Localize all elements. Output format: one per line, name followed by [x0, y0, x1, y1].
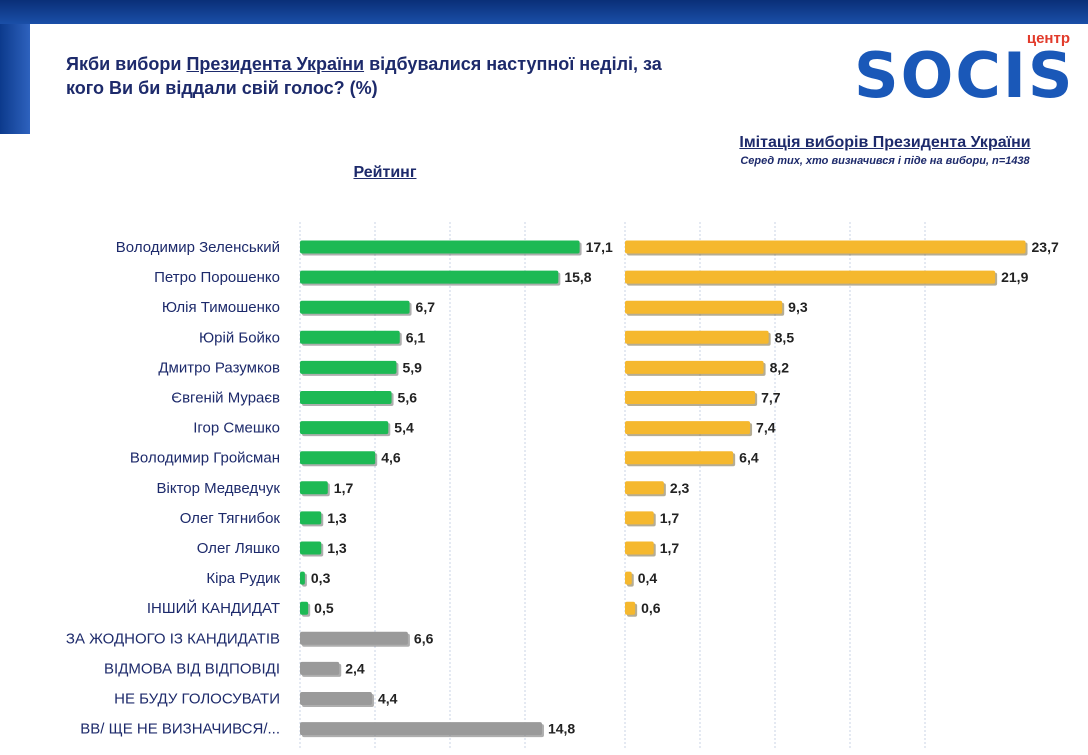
left-bar — [300, 541, 322, 555]
right-value-label: 0,6 — [641, 600, 661, 616]
left-value-label: 17,1 — [586, 239, 613, 255]
right-bar — [625, 451, 734, 465]
top-banner — [0, 0, 1088, 24]
logo-wordmark: SOCIS — [854, 39, 1075, 112]
right-value-label: 9,3 — [788, 299, 808, 315]
right-value-label: 2,3 — [670, 480, 690, 496]
left-value-label: 5,4 — [394, 420, 414, 436]
right-chart-subtitle: Серед тих, хто визначився і піде на вибо… — [740, 155, 1030, 167]
category-label: Віктор Медведчук — [157, 480, 281, 497]
left-bar — [300, 511, 322, 525]
left-value-label: 5,6 — [398, 390, 418, 406]
left-bar — [300, 421, 389, 435]
left-value-label: 4,6 — [381, 450, 401, 466]
socis-logo: центр SOCIS — [848, 30, 1084, 112]
right-bar — [625, 330, 769, 344]
left-value-label: 6,6 — [414, 630, 434, 646]
left-value-label: 0,5 — [314, 600, 334, 616]
category-label: Дмитро Разумков — [158, 359, 280, 376]
left-bar — [300, 330, 400, 344]
right-bar — [625, 300, 783, 314]
right-value-label: 0,4 — [638, 570, 658, 586]
left-value-label: 2,4 — [345, 660, 365, 676]
right-bar — [625, 541, 654, 555]
left-value-label: 0,3 — [311, 570, 331, 586]
left-bar — [300, 270, 559, 284]
right-bar — [625, 360, 764, 374]
category-label: ВІДМОВА ВІД ВІДПОВІДІ — [104, 660, 280, 677]
left-value-label: 15,8 — [564, 269, 591, 285]
left-value-label: 1,3 — [327, 540, 347, 556]
left-bar — [300, 481, 328, 495]
left-value-label: 4,4 — [378, 691, 398, 707]
left-bar — [300, 571, 305, 585]
left-value-label: 6,7 — [416, 299, 436, 315]
right-bar — [625, 571, 632, 585]
right-chart-header: Імітація виборів Президента України Сере… — [730, 132, 1040, 169]
left-bar — [300, 722, 542, 736]
right-bar — [625, 421, 751, 435]
right-bar — [625, 240, 1026, 254]
category-label: ВВ/ ЩЕ НЕ ВИЗНАЧИВСЯ/... — [80, 721, 280, 738]
left-bar — [300, 391, 392, 404]
category-label: Володимир Зеленський — [116, 239, 280, 256]
category-label: Ігор Смешко — [193, 420, 280, 437]
left-value-label: 5,9 — [402, 359, 422, 375]
left-bar — [300, 451, 376, 465]
left-bar — [300, 240, 580, 254]
left-bar — [300, 360, 397, 374]
right-value-label: 7,7 — [761, 390, 781, 406]
question-line-2: кого Ви би віддали свій голос? (%) — [66, 78, 378, 98]
category-label: ЗА ЖОДНОГО ІЗ КАНДИДАТІВ — [66, 630, 280, 647]
right-value-label: 23,7 — [1032, 239, 1059, 255]
right-bar — [625, 511, 654, 525]
right-value-label: 8,5 — [775, 329, 795, 345]
right-chart-title: Імітація виборів Президента України — [739, 134, 1031, 151]
question-part-2: відбувалися наступної неділі, за — [364, 54, 662, 74]
right-value-label: 7,4 — [756, 420, 776, 436]
right-value-label: 8,2 — [770, 359, 790, 375]
right-bar — [625, 481, 664, 495]
side-accent — [0, 24, 30, 134]
left-bar — [300, 692, 372, 705]
left-value-label: 6,1 — [406, 329, 426, 345]
left-value-label: 1,3 — [327, 510, 347, 526]
left-chart-title: Рейтинг — [353, 164, 417, 181]
category-label: Петро Порошенко — [154, 269, 280, 286]
question-underlined: Президента України — [186, 54, 365, 74]
right-value-label: 1,7 — [660, 510, 680, 526]
left-bar — [300, 300, 410, 314]
category-label: Кіра Рудик — [206, 570, 280, 587]
left-value-label: 14,8 — [548, 721, 575, 737]
question-part-1: Якби вибори — [66, 54, 187, 74]
right-bar — [625, 391, 756, 404]
right-value-label: 6,4 — [739, 450, 759, 466]
left-bar — [300, 661, 340, 675]
logo-tag: центр — [1026, 30, 1070, 47]
category-label: Олег Ляшко — [197, 540, 280, 557]
category-label: Юлія Тимошенко — [162, 299, 280, 316]
category-label: НЕ БУДУ ГОЛОСУВАТИ — [114, 691, 280, 708]
left-bar — [300, 631, 408, 645]
right-bar — [625, 270, 996, 284]
question-title: Якби вибори Президента України відбували… — [66, 52, 786, 100]
category-label: Володимир Гройсман — [130, 450, 280, 467]
category-label: Олег Тягнибок — [180, 510, 281, 527]
category-label: Євгеній Мураєв — [171, 390, 280, 407]
left-bar — [300, 601, 309, 615]
right-bar — [625, 601, 636, 615]
right-value-label: 1,7 — [660, 540, 680, 556]
left-value-label: 1,7 — [334, 480, 354, 496]
right-value-label: 21,9 — [1001, 269, 1028, 285]
category-label: Юрій Бойко — [199, 329, 280, 346]
category-label: ІНШИЙ КАНДИДАТ — [147, 599, 280, 617]
